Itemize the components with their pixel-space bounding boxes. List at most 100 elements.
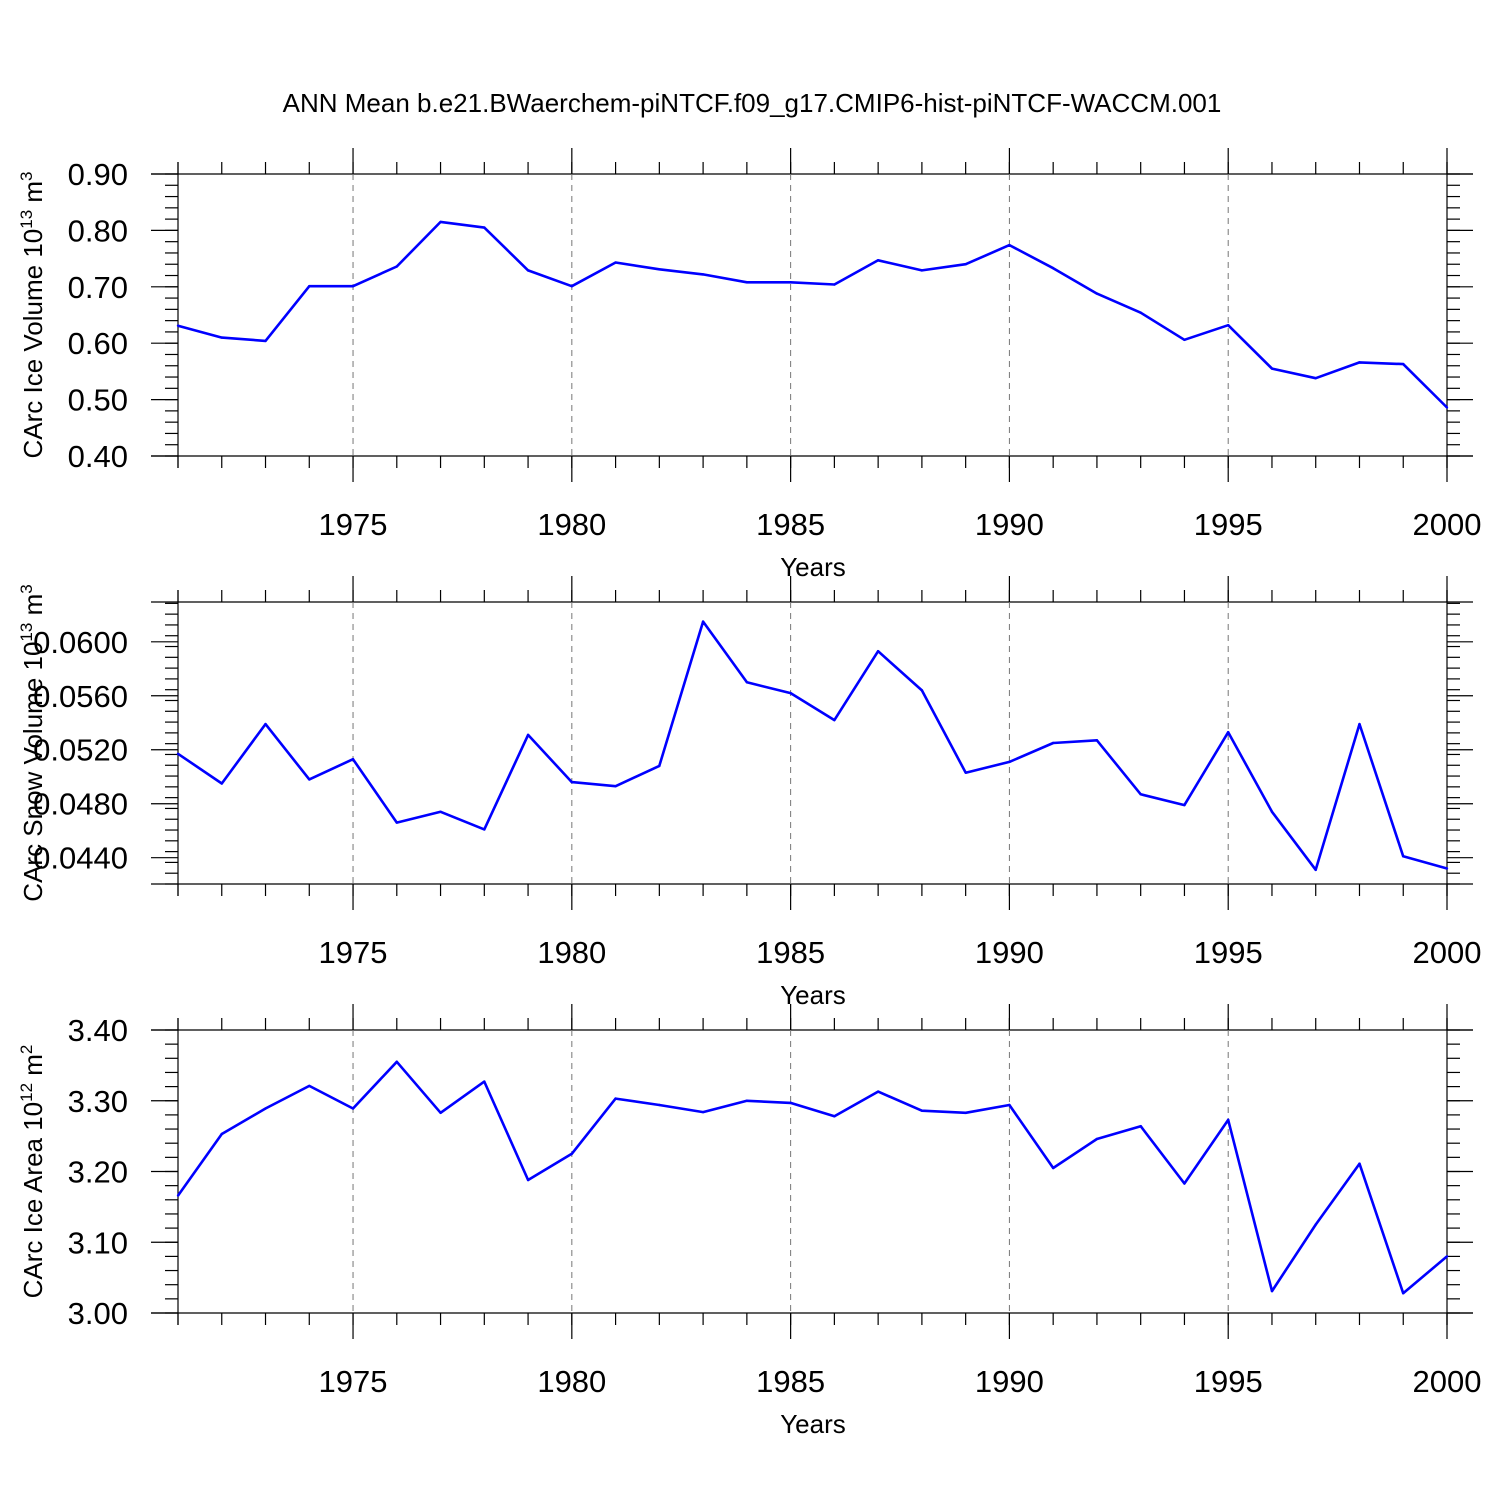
data-point [1008, 1103, 1011, 1107]
data-point [1227, 323, 1230, 327]
x-tick-label: 1995 [1194, 507, 1263, 542]
data-point [1270, 1289, 1274, 1293]
data-point [483, 828, 486, 831]
y-tick-label: 0.0520 [33, 733, 128, 768]
data-point [570, 1152, 574, 1156]
x-tick-label: 1990 [975, 507, 1044, 542]
data-point [658, 1103, 661, 1107]
data-point [745, 281, 749, 284]
data-point [1183, 338, 1186, 342]
data-point [1314, 868, 1317, 872]
data-point [876, 650, 880, 653]
data-point [176, 752, 180, 755]
x-tick-label: 1980 [537, 1364, 606, 1399]
data-point [1402, 362, 1405, 366]
data-point [920, 269, 924, 272]
data-point [1227, 1118, 1230, 1122]
x-tick-label: 1975 [319, 935, 388, 970]
y-tick-label: 0.60 [68, 326, 128, 361]
data-point [1139, 793, 1142, 796]
data-point [483, 226, 486, 229]
y-tick-label: 3.30 [68, 1084, 128, 1119]
y-axis-label: CArc Ice Area 1012 m2 [17, 1045, 48, 1299]
data-point [920, 689, 924, 692]
data-point [308, 1084, 311, 1088]
y-tick-label: 3.00 [68, 1296, 128, 1331]
data-point [833, 283, 836, 286]
data-point [1051, 1166, 1055, 1170]
data-point [876, 1090, 880, 1093]
data-point [745, 1099, 749, 1102]
y-tick-label: 0.0560 [33, 679, 128, 714]
data-point [964, 263, 967, 266]
data-point [964, 1111, 967, 1114]
data-point [1402, 1291, 1405, 1295]
data-point [308, 778, 311, 781]
data-point [1445, 867, 1449, 870]
data-point [1358, 722, 1361, 726]
x-tick-label: 1980 [537, 507, 606, 542]
data-point [1270, 810, 1274, 814]
data-point [1139, 1125, 1142, 1128]
x-tick-label: 1995 [1194, 1364, 1263, 1399]
data-point [1095, 292, 1099, 295]
data-point [220, 1132, 223, 1136]
data-point [526, 1178, 530, 1182]
y-axis-label: CArc Snow Volume 1013 m3 [17, 584, 48, 901]
data-point [833, 718, 836, 722]
data-point [789, 1101, 792, 1105]
data-point [220, 782, 223, 785]
x-tick-label: 2000 [1413, 935, 1482, 970]
series-line [177, 620, 1448, 872]
data-point [395, 821, 398, 824]
data-point [658, 764, 661, 768]
data-point [1445, 1255, 1449, 1258]
data-point [1139, 311, 1142, 314]
data-point [1227, 731, 1230, 734]
data-point [1270, 367, 1274, 370]
data-point [176, 1194, 180, 1197]
x-axis-label: Years [780, 1409, 846, 1439]
data-point [1314, 1223, 1317, 1226]
data-point [833, 1115, 836, 1118]
data-point [1402, 855, 1405, 858]
data-point [308, 285, 311, 288]
data-point [264, 722, 267, 726]
data-point [526, 269, 530, 272]
y-tick-label: 3.20 [68, 1155, 128, 1190]
data-point [964, 771, 967, 774]
y-tick-label: 0.90 [68, 157, 128, 192]
data-point [1051, 266, 1055, 270]
data-point [220, 336, 223, 339]
x-tick-label: 1990 [975, 1364, 1044, 1399]
data-point [701, 1110, 705, 1114]
panel-1: 0.40 0.50 0.60 0.70 0.80 0.90 1975 1980 1985 1990… [17, 148, 1481, 582]
data-point [745, 681, 749, 684]
data-point [1095, 1137, 1099, 1141]
data-point [264, 339, 267, 343]
data-point [570, 780, 574, 784]
y-axis-label: CArc Ice Volume 1013 m3 [17, 171, 48, 458]
y-tick-label: 0.0480 [33, 787, 128, 822]
data-point [526, 733, 530, 737]
data-point [789, 281, 792, 284]
y-tick-label: 0.70 [68, 270, 128, 305]
x-tick-label: 1995 [1194, 935, 1263, 970]
data-point [614, 784, 617, 788]
data-point [701, 273, 705, 276]
data-point [876, 259, 880, 262]
x-tick-label: 1985 [756, 935, 825, 970]
data-point [1358, 361, 1361, 364]
data-point [614, 261, 617, 264]
data-point [351, 1107, 355, 1110]
data-point [614, 1097, 617, 1100]
panel-3: 3.00 3.10 3.20 3.30 3.40 1975 1980 1985 1990 1995… [17, 1004, 1481, 1439]
x-tick-label: 1975 [319, 1364, 388, 1399]
x-tick-label: 1980 [537, 935, 606, 970]
data-point [395, 1060, 398, 1064]
data-point [176, 324, 180, 327]
x-tick-label: 2000 [1413, 507, 1482, 542]
data-point [264, 1107, 267, 1110]
series-line [176, 1060, 1448, 1295]
